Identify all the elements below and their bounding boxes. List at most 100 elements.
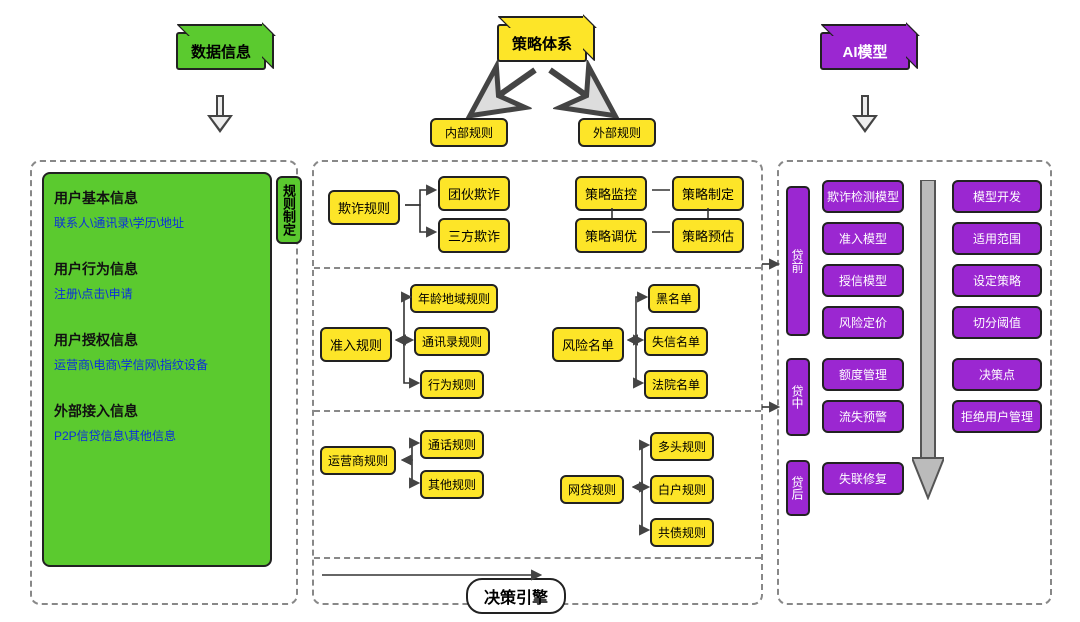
data-group-sub: 运营商\电商\学信网\指纹设备 (54, 356, 260, 373)
label: 多头规则 (658, 438, 706, 455)
label: 流失预警 (839, 408, 887, 425)
header-ai-label: AI模型 (842, 41, 887, 62)
box-strategy-tune: 策略调优 (575, 218, 647, 253)
data-group-title: 外部接入信息 (54, 401, 260, 421)
box-other-rules: 其他规则 (420, 470, 484, 499)
data-group: 用户基本信息 联系人\通讯录\学历\地址 (54, 188, 260, 231)
ai-box: 授信模型 (822, 264, 904, 297)
tab-internal-rules: 内部规则 (430, 118, 508, 147)
data-group-sub: P2P信贷信息\其他信息 (54, 427, 260, 444)
header-ai: AI模型 (820, 32, 910, 70)
label: 贷前 (790, 249, 804, 273)
box-entry-rules: 准入规则 (320, 327, 392, 362)
divider (314, 410, 761, 412)
box-multi-rules: 多头规则 (650, 432, 714, 461)
ai-tab-pre: 贷前 (786, 186, 810, 336)
box-dishonest: 失信名单 (644, 327, 708, 356)
box-call-rules: 通话规则 (420, 430, 484, 459)
label: 贷后 (790, 476, 804, 500)
panel-data: 用户基本信息 联系人\通讯录\学历\地址 用户行为信息 注册\点击\申请 用户授… (30, 160, 298, 605)
label: 适用范围 (973, 230, 1021, 247)
tab-external-label: 外部规则 (593, 124, 641, 141)
header-data: 数据信息 (176, 32, 266, 70)
ai-tab-mid: 贷中 (786, 358, 810, 436)
box-contacts-rules: 通讯录规则 (414, 327, 490, 356)
box-netloan-rules: 网贷规则 (560, 475, 624, 504)
data-group-sub: 联系人\通讯录\学历\地址 (54, 214, 260, 231)
label: 策略调优 (585, 226, 637, 245)
ai-box: 风险定价 (822, 306, 904, 339)
box-strategy-monitor: 策略监控 (575, 176, 647, 211)
header-strategy: 策略体系 (497, 24, 587, 62)
ai-box: 适用范围 (952, 222, 1042, 255)
label: 设定策略 (973, 272, 1021, 289)
data-green-box: 用户基本信息 联系人\通讯录\学历\地址 用户行为信息 注册\点击\申请 用户授… (42, 172, 272, 567)
large-arrow-down-icon (912, 180, 944, 500)
header-strategy-label: 策略体系 (512, 33, 572, 54)
label: 准入模型 (839, 230, 887, 247)
box-gang-fraud: 团伙欺诈 (438, 176, 510, 211)
box-operator-rules: 运营商规则 (320, 446, 396, 475)
box-age-region: 年龄地域规则 (410, 284, 498, 313)
box-codebt-rules: 共债规则 (650, 518, 714, 547)
label: 决策点 (979, 366, 1015, 383)
label: 额度管理 (839, 366, 887, 383)
label: 欺诈检测模型 (827, 188, 899, 205)
label: 共债规则 (658, 524, 706, 541)
label: 策略预估 (682, 226, 734, 245)
box-blacklist: 黑名单 (648, 284, 700, 313)
label: 运营商规则 (328, 452, 388, 469)
label: 其他规则 (428, 476, 476, 493)
data-side-tab-label: 规则制定 (281, 184, 296, 236)
header-data-label: 数据信息 (191, 41, 251, 62)
ai-box: 失联修复 (822, 462, 904, 495)
arrow-down-icon (852, 95, 878, 137)
ai-box: 拒绝用户管理 (952, 400, 1042, 433)
data-group-title: 用户行为信息 (54, 259, 260, 279)
divider (314, 267, 761, 269)
decision-engine-label: 决策引擎 (466, 578, 566, 614)
label: 授信模型 (839, 272, 887, 289)
divider (314, 557, 761, 559)
label: 行为规则 (428, 376, 476, 393)
label: 通讯录规则 (422, 333, 482, 350)
label: 拒绝用户管理 (961, 408, 1033, 425)
ai-box: 切分阈值 (952, 306, 1042, 339)
label: 团伙欺诈 (448, 184, 500, 203)
tab-internal-label: 内部规则 (445, 124, 493, 141)
label: 策略监控 (585, 184, 637, 203)
label: 风险名单 (562, 335, 614, 354)
label: 策略制定 (682, 184, 734, 203)
data-group-title: 用户基本信息 (54, 188, 260, 208)
label: 白户规则 (658, 481, 706, 498)
ai-box: 流失预警 (822, 400, 904, 433)
box-risk-list: 风险名单 (552, 327, 624, 362)
label: 模型开发 (973, 188, 1021, 205)
label: 三方欺诈 (448, 226, 500, 245)
ai-box: 准入模型 (822, 222, 904, 255)
arrow-down-icon (207, 95, 233, 137)
label: 年龄地域规则 (418, 290, 490, 307)
label: 决策引擎 (484, 590, 548, 607)
data-group: 用户授权信息 运营商\电商\学信网\指纹设备 (54, 330, 260, 373)
label: 欺诈规则 (338, 198, 390, 217)
label: 失信名单 (652, 333, 700, 350)
data-group: 外部接入信息 P2P信贷信息\其他信息 (54, 401, 260, 444)
data-group-title: 用户授权信息 (54, 330, 260, 350)
ai-box: 决策点 (952, 358, 1042, 391)
label: 网贷规则 (568, 481, 616, 498)
box-strategy-estimate: 策略预估 (672, 218, 744, 253)
box-court-list: 法院名单 (644, 370, 708, 399)
label: 黑名单 (656, 290, 692, 307)
ai-box: 欺诈检测模型 (822, 180, 904, 213)
box-third-fraud: 三方欺诈 (438, 218, 510, 253)
tab-external-rules: 外部规则 (578, 118, 656, 147)
label: 贷中 (790, 385, 804, 409)
data-side-tab: 规则制定 (276, 176, 302, 244)
label: 风险定价 (839, 314, 887, 331)
ai-box: 设定策略 (952, 264, 1042, 297)
ai-box: 额度管理 (822, 358, 904, 391)
box-fraud-rules: 欺诈规则 (328, 190, 400, 225)
ai-tab-post: 贷后 (786, 460, 810, 516)
label: 通话规则 (428, 436, 476, 453)
